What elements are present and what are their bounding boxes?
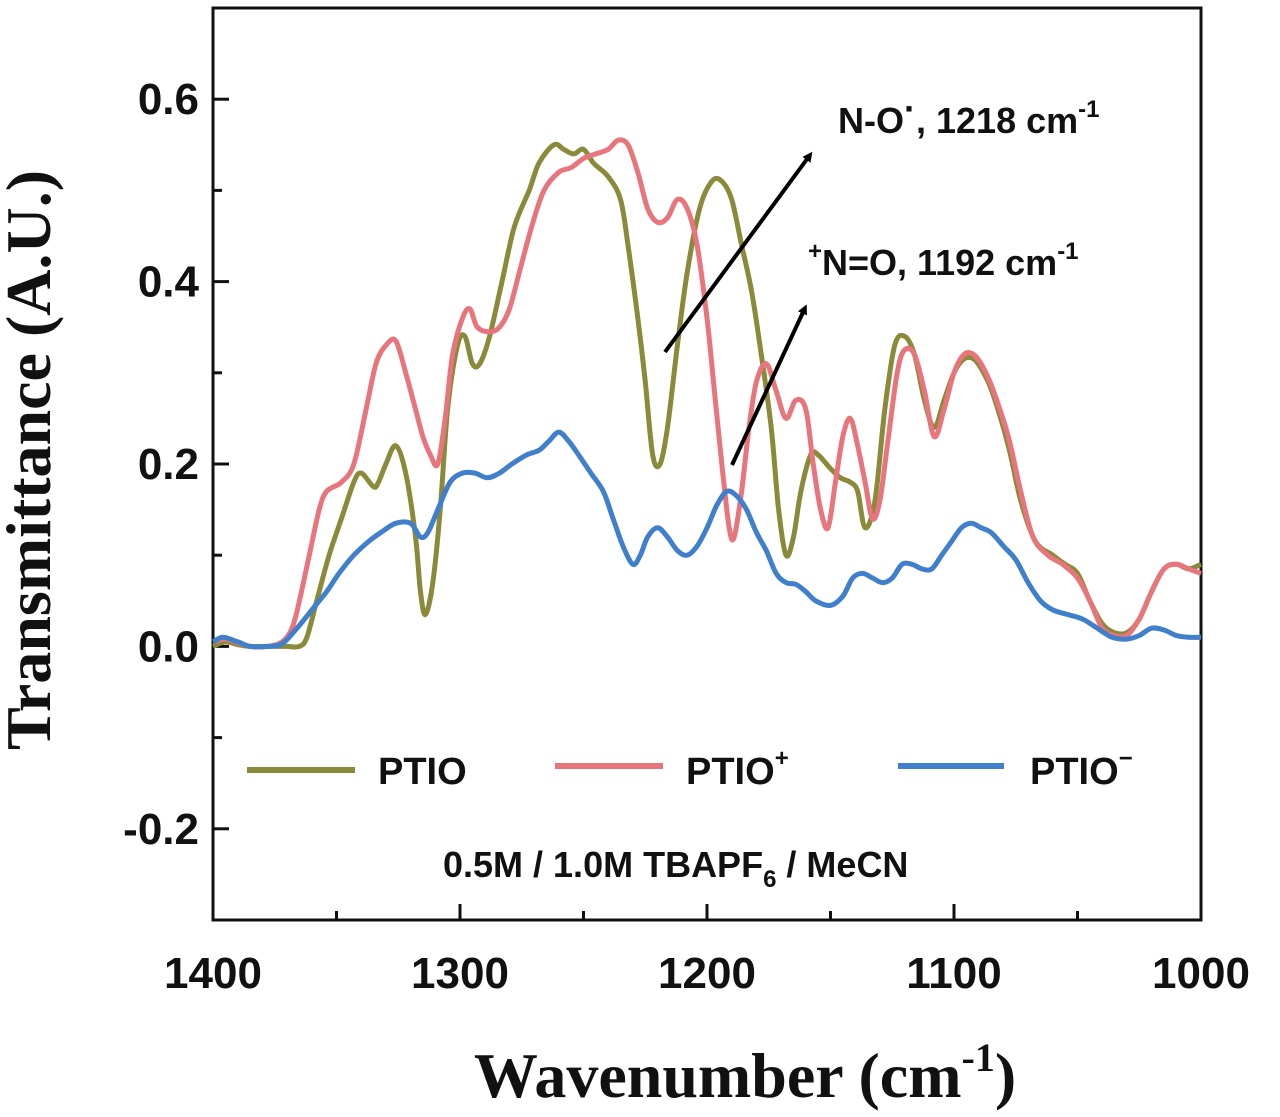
legend: PTIO PTIO+ PTIO− [247,745,1133,793]
x-tick-label: 1200 [658,949,756,998]
annotation-1218-rest: , 1218 cm [916,100,1078,141]
legend-label-ptio-plus: PTIO+ [686,745,789,793]
series-ptio-minus-line [211,429,1202,650]
y-tick-label: 0.2 [138,440,199,489]
legend-ptio-minus-sup: − [1119,745,1133,772]
annotation-arrow-1218 [663,151,813,354]
x-axis-title-sup: -1 [962,1035,995,1080]
annotation-1218-sup: -1 [1078,96,1099,123]
y-axis-title: Transmittance (A.U.) [0,170,64,750]
annotation-label-1192: +N=O, 1192 cm-1 [808,238,1079,283]
annotation-1218-dot: · [904,88,916,129]
condition-main: 0.5M / 1.0M TBAPF [443,844,763,885]
legend-label-ptio-minus: PTIO− [1030,745,1133,793]
x-tick-label: 1400 [164,949,262,998]
x-axis-ticks: 1400 1300 1200 1100 1000 [164,904,1250,998]
x-axis-title-close: ) [995,1040,1016,1111]
series-layer [211,137,1203,650]
condition-rest: / MeCN [776,844,908,885]
legend-ptio-main: PTIO [378,751,467,793]
legend-ptio-minus-main: PTIO [1030,751,1119,793]
y-tick-label: -0.2 [123,805,199,854]
series-ptio-line [212,141,1203,650]
x-axis-title: Wavenumber (cm-1) [474,1035,1016,1111]
annotation-1192-main: N=O, 1192 cm [822,242,1057,283]
x-tick-label: 1000 [1152,949,1250,998]
legend-label-ptio: PTIO [378,751,467,793]
y-tick-label: 0.4 [138,258,200,307]
x-axis-title-main: Wavenumber (cm [474,1040,962,1111]
condition-sub: 6 [763,866,776,893]
annotation-1192-sup: -1 [1057,238,1078,265]
annotation-arrow-1192 [730,304,808,466]
y-tick-label: 0.0 [138,622,199,671]
legend-ptio-plus-sup: + [775,745,789,772]
x-tick-label: 1100 [906,949,1001,998]
y-tick-label: 0.6 [138,75,199,124]
condition-label: 0.5M / 1.0M TBAPF6 / MeCN [443,844,908,893]
annotation-1218-main: N-O [838,100,904,141]
annotation-1192-prefix-sup: + [808,238,822,265]
annotation-label-1218: N-O·, 1218 cm-1 [838,88,1099,141]
series-ptio-plus-line [212,137,1202,650]
x-tick-label: 1300 [411,949,509,998]
legend-ptio-plus-main: PTIO [686,751,775,793]
y-axis-ticks: -0.2 0.0 0.2 0.4 0.6 [123,75,229,854]
